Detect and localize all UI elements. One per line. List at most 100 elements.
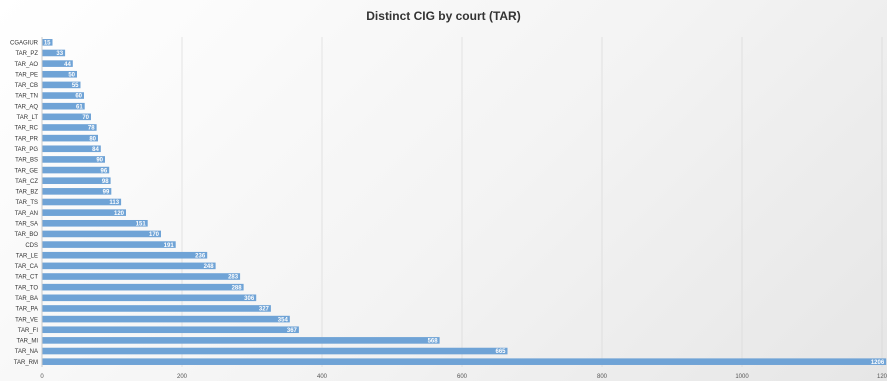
bar bbox=[42, 305, 271, 312]
category-label: TAR_CB bbox=[15, 83, 38, 89]
bar bbox=[42, 49, 66, 57]
x-tick-label: 200 bbox=[177, 374, 188, 380]
bar bbox=[42, 113, 91, 121]
category-label: TAR_BS bbox=[15, 158, 38, 164]
bar bbox=[42, 60, 73, 67]
data-label: 84 bbox=[92, 147, 99, 153]
data-label: 151 bbox=[136, 221, 147, 227]
data-label: 70 bbox=[82, 115, 89, 121]
bar bbox=[42, 166, 110, 174]
category-label: TAR_SA bbox=[15, 221, 38, 227]
category-label: TAR_CT bbox=[15, 275, 38, 281]
data-label: 96 bbox=[101, 168, 108, 174]
data-label: 306 bbox=[244, 296, 255, 302]
category-label: TAR_PG bbox=[14, 147, 38, 153]
category-label: TAR_GE bbox=[14, 168, 38, 174]
data-label: 15 bbox=[44, 41, 51, 47]
bar bbox=[42, 198, 122, 206]
category-label: TAR_LE bbox=[16, 253, 38, 259]
category-label: TAR_PR bbox=[15, 136, 39, 142]
category-label: TAR_VE bbox=[15, 317, 38, 323]
category-label: TAR_NA bbox=[15, 349, 38, 355]
data-label: 55 bbox=[72, 83, 79, 89]
data-label: 90 bbox=[96, 158, 103, 164]
data-label: 1206 bbox=[871, 360, 885, 366]
data-label: 568 bbox=[428, 339, 439, 345]
category-label: TAR_MI bbox=[16, 339, 38, 345]
bar bbox=[42, 230, 161, 238]
category-label: TAR_RC bbox=[14, 126, 38, 132]
category-label: TAR_PZ bbox=[15, 51, 38, 57]
x-tick-label: 0 bbox=[40, 374, 44, 380]
category-label: CDS bbox=[25, 243, 38, 249]
bar bbox=[42, 251, 208, 259]
bar bbox=[42, 283, 244, 291]
chart-title: Distinct CIG by court (TAR) bbox=[366, 9, 521, 23]
category-label: TAR_AN bbox=[15, 211, 38, 217]
bar bbox=[42, 102, 85, 110]
category-label: TAR_AQ bbox=[14, 104, 38, 110]
data-label: 99 bbox=[103, 190, 110, 196]
bar bbox=[42, 337, 440, 344]
bar bbox=[42, 39, 53, 46]
category-label: TAR_CA bbox=[15, 264, 38, 270]
category-label: TAR_TN bbox=[15, 94, 38, 100]
bar bbox=[42, 134, 98, 142]
data-label: 78 bbox=[88, 126, 95, 132]
bar bbox=[42, 92, 84, 99]
bar bbox=[42, 262, 216, 270]
data-label: 80 bbox=[89, 136, 96, 142]
category-label: TAR_CZ bbox=[15, 179, 38, 185]
data-label: 665 bbox=[495, 349, 506, 355]
data-label: 327 bbox=[259, 307, 270, 313]
data-label: 191 bbox=[164, 243, 175, 249]
bar bbox=[42, 315, 290, 323]
bar bbox=[42, 209, 126, 216]
bar bbox=[42, 177, 111, 185]
bar bbox=[42, 70, 77, 78]
data-label: 288 bbox=[232, 285, 243, 291]
data-label: 61 bbox=[76, 104, 83, 110]
category-label: TAR_BO bbox=[14, 232, 38, 238]
bar bbox=[42, 219, 148, 227]
bar bbox=[42, 347, 508, 355]
data-label: 60 bbox=[75, 94, 82, 100]
data-label: 50 bbox=[68, 72, 75, 78]
bar bbox=[42, 273, 241, 280]
x-tick-label: 800 bbox=[597, 374, 608, 380]
data-label: 33 bbox=[56, 51, 63, 57]
data-label: 120 bbox=[114, 211, 125, 217]
bar bbox=[42, 358, 887, 365]
x-tick-label: 600 bbox=[457, 374, 468, 380]
data-label: 354 bbox=[278, 317, 289, 323]
category-label: TAR_PA bbox=[16, 307, 38, 313]
data-label: 44 bbox=[64, 62, 71, 68]
category-label: TAR_AO bbox=[14, 62, 38, 68]
data-label: 283 bbox=[228, 275, 239, 281]
data-label: 236 bbox=[195, 253, 206, 259]
bar bbox=[42, 241, 176, 248]
category-label: TAR_PE bbox=[15, 72, 38, 78]
category-label: TAR_RM bbox=[14, 360, 38, 366]
category-label: CGAGIUR bbox=[10, 41, 39, 47]
category-label: TAR_TO bbox=[15, 285, 38, 291]
category-label: TAR_BZ bbox=[15, 190, 38, 196]
data-label: 170 bbox=[149, 232, 160, 238]
bar bbox=[42, 81, 81, 89]
data-label: 367 bbox=[287, 328, 298, 334]
x-tick-label: 1000 bbox=[735, 374, 749, 380]
x-tick-label: 120 bbox=[877, 374, 887, 380]
category-label: TAR_FI bbox=[18, 328, 39, 334]
bar bbox=[42, 124, 97, 131]
category-label: TAR_BA bbox=[15, 296, 38, 302]
x-tick-label: 400 bbox=[317, 374, 328, 380]
category-label: TAR_LT bbox=[17, 115, 39, 121]
data-label: 113 bbox=[109, 200, 119, 206]
bar bbox=[42, 326, 299, 334]
bar bbox=[42, 188, 112, 195]
data-label: 248 bbox=[204, 264, 215, 270]
bar bbox=[42, 156, 105, 163]
data-label: 98 bbox=[102, 179, 109, 185]
